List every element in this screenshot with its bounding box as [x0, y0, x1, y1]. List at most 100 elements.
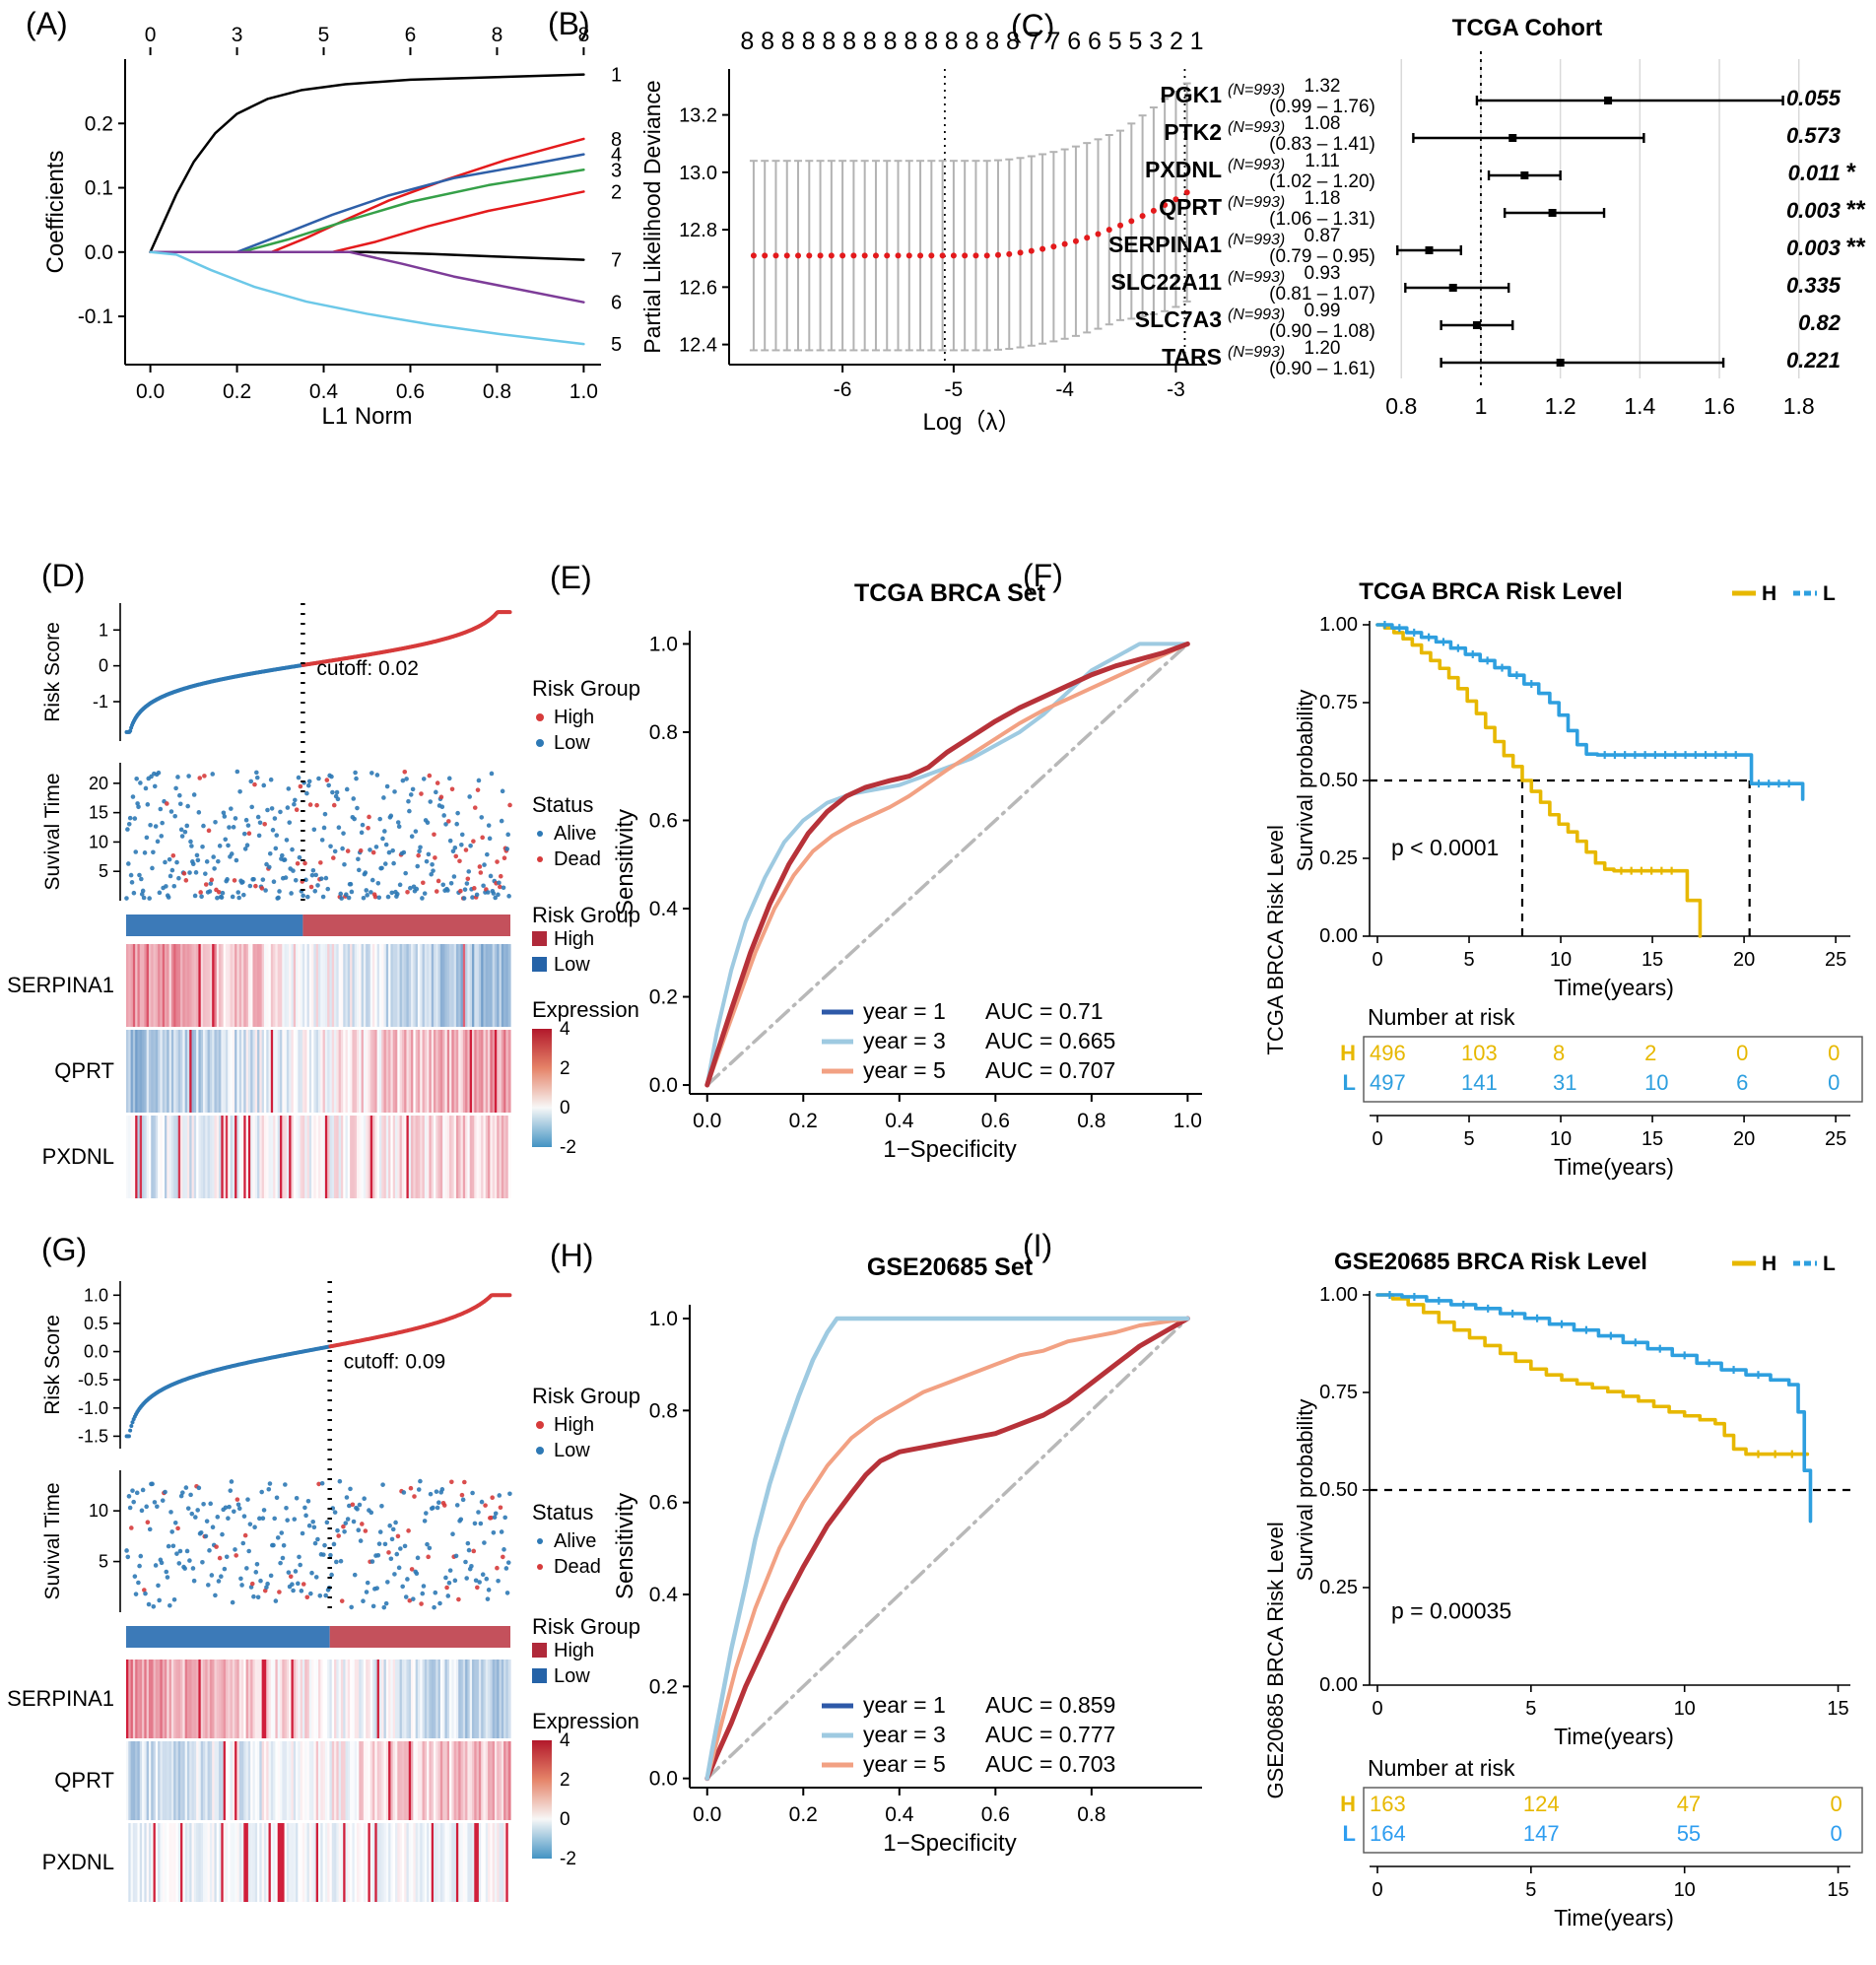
svg-text:(0.79 – 0.95): (0.79 – 0.95) [1269, 246, 1375, 267]
svg-text:15: 15 [1642, 1128, 1663, 1150]
svg-text:Low: Low [554, 1440, 590, 1461]
svg-text:0.5: 0.5 [84, 1314, 108, 1333]
svg-text:Alive: Alive [554, 1530, 596, 1552]
svg-text:6: 6 [1067, 28, 1081, 55]
panel-label-f: (F) [1023, 558, 1063, 593]
svg-text:4: 4 [611, 145, 622, 167]
svg-text:8: 8 [966, 28, 979, 55]
svg-text:Risk Score: Risk Score [41, 622, 64, 722]
svg-text:8: 8 [945, 28, 959, 55]
panel-a: -0.1 0.0 0.1 0.2 0.0 0.2 0.4 0.6 0.8 1.0 0 3 5 6 8 8 L1 … [30, 8, 640, 451]
svg-text:High: High [554, 928, 594, 950]
svg-text:-0.1: -0.1 [78, 305, 113, 328]
svg-text:PXDNL: PXDNL [1145, 157, 1222, 182]
panel-h: GSE20685 Set 0.0 0.2 0.4 0.6 0.8 1.0 0.0 0.2 0.4 0… [591, 1244, 1241, 1902]
svg-text:20: 20 [89, 774, 108, 793]
svg-text:0.8: 0.8 [1077, 1110, 1106, 1132]
svg-text:(0.99 – 1.76): (0.99 – 1.76) [1269, 97, 1375, 117]
svg-text:1.32: 1.32 [1305, 76, 1341, 97]
svg-text:Coefficients: Coefficients [42, 151, 69, 274]
svg-text:Sensitivity: Sensitivity [612, 1493, 638, 1599]
svg-text:0.93: 0.93 [1305, 263, 1341, 284]
svg-text:1: 1 [1190, 28, 1204, 55]
svg-text:1.0: 1.0 [1173, 1110, 1202, 1132]
svg-text:AUC = 0.71: AUC = 0.71 [985, 998, 1104, 1024]
svg-text:8: 8 [863, 28, 877, 55]
svg-text:Partial Likelihood Deviance: Partial Likelihood Deviance [639, 80, 665, 353]
svg-text:10: 10 [89, 1501, 108, 1521]
svg-text:SLC7A3: SLC7A3 [1135, 306, 1222, 332]
svg-text:7: 7 [1027, 28, 1040, 55]
svg-text:6: 6 [1088, 28, 1102, 55]
svg-text:Risk Score: Risk Score [41, 1315, 64, 1415]
svg-text:10: 10 [1644, 1070, 1668, 1095]
svg-text:**: ** [1846, 234, 1866, 261]
svg-text:-1.5: -1.5 [78, 1426, 108, 1446]
svg-text:8: 8 [1006, 28, 1020, 55]
svg-text:TCGA BRCA Risk Level: TCGA BRCA Risk Level [1263, 825, 1288, 1055]
svg-text:L: L [1823, 582, 1836, 605]
svg-text:(0.83 – 1.41): (0.83 – 1.41) [1269, 134, 1375, 155]
panel-b: 12.4 12.6 12.8 13.0 13.2 -6 -5 -4 -3 8 8 8 8 8 8 8 8 8 8 8 8… [621, 8, 1232, 451]
svg-text:cutoff: 0.09: cutoff: 0.09 [344, 1350, 446, 1373]
svg-text:H: H [1762, 1253, 1776, 1275]
svg-text:5: 5 [1128, 28, 1142, 55]
svg-text:3: 3 [1149, 28, 1163, 55]
svg-text:(N=993): (N=993) [1228, 232, 1285, 248]
svg-text:AUC = 0.665: AUC = 0.665 [985, 1028, 1115, 1053]
svg-text:1: 1 [99, 620, 108, 640]
svg-text:2: 2 [1644, 1041, 1656, 1065]
svg-text:High: High [554, 707, 594, 728]
svg-text:1.00: 1.00 [1319, 1284, 1358, 1306]
svg-text:0.2: 0.2 [223, 380, 251, 403]
svg-text:TCGA Cohort: TCGA Cohort [1452, 15, 1602, 41]
svg-text:Low: Low [554, 732, 590, 754]
svg-text:0.011: 0.011 [1788, 161, 1841, 185]
svg-text:0.00: 0.00 [1319, 925, 1358, 947]
svg-text:0: 0 [1372, 1879, 1382, 1901]
svg-text:10: 10 [1550, 949, 1572, 971]
cv-deviance-chart: 12.412.612.813.013.2-6 -5 -4 -38 8 8 8 8 8 8 8 8 8 8 8… [639, 28, 1207, 436]
svg-text:0.6: 0.6 [981, 1110, 1010, 1132]
svg-text:-3: -3 [1167, 378, 1185, 401]
svg-text:6: 6 [611, 293, 622, 314]
svg-text:p < 0.0001: p < 0.0001 [1391, 835, 1499, 860]
svg-text:5: 5 [611, 334, 622, 356]
svg-text:-5: -5 [945, 378, 964, 401]
svg-text:20: 20 [1733, 949, 1755, 971]
svg-text:164: 164 [1370, 1821, 1406, 1846]
svg-text:0.50: 0.50 [1319, 770, 1358, 791]
svg-text:8: 8 [1553, 1041, 1565, 1065]
svg-text:Risk Group: Risk Group [532, 676, 640, 701]
svg-text:0: 0 [1831, 1821, 1842, 1846]
svg-text:Suvival Time: Suvival Time [41, 1482, 64, 1599]
svg-text:147: 147 [1523, 1821, 1560, 1846]
panel-label-g: (G) [41, 1232, 88, 1267]
svg-text:0.6: 0.6 [396, 380, 425, 403]
svg-text:1.0: 1.0 [649, 1308, 678, 1330]
svg-text:2: 2 [560, 1058, 570, 1079]
svg-text:8: 8 [740, 28, 754, 55]
svg-text:L: L [1343, 1821, 1356, 1846]
panel-label-h: (H) [550, 1238, 594, 1273]
svg-text:4: 4 [560, 1730, 570, 1751]
svg-text:0.2: 0.2 [85, 112, 113, 135]
svg-text:1.00: 1.00 [1319, 614, 1358, 636]
svg-text:Time(years): Time(years) [1554, 975, 1674, 1000]
svg-text:496: 496 [1370, 1041, 1406, 1065]
svg-text:**: ** [1846, 196, 1866, 224]
svg-text:(N=993): (N=993) [1228, 306, 1285, 323]
tcga-km-chart: TCGA BRCA Risk Level H L0.000.250.500.751.… [1263, 578, 1863, 1180]
svg-text:6: 6 [1736, 1070, 1748, 1095]
svg-text:12.4: 12.4 [679, 335, 717, 357]
panel-label-b: (B) [548, 6, 590, 41]
svg-text:H: H [1340, 1792, 1356, 1816]
svg-text:1.0: 1.0 [649, 633, 678, 655]
panel-c: TCGA Cohort PGK1 (N=993) 1.32 (0.99 – 1.76) 0… [1074, 8, 1876, 451]
svg-text:7: 7 [1047, 28, 1061, 55]
svg-text:GSE20685 BRCA Risk Level: GSE20685 BRCA Risk Level [1334, 1249, 1647, 1275]
svg-text:10: 10 [1674, 1879, 1696, 1901]
svg-text:1.18: 1.18 [1305, 188, 1341, 209]
svg-text:(N=993): (N=993) [1228, 82, 1285, 99]
